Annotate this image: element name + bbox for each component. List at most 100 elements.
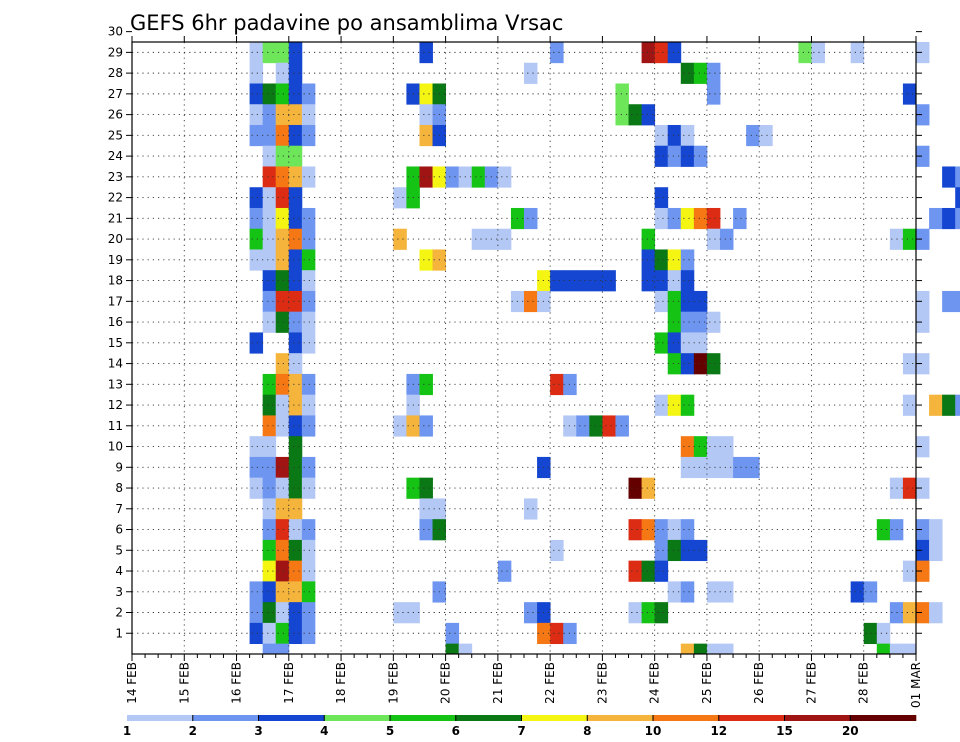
legend-swatch bbox=[455, 715, 522, 721]
x-tick-label: 27 FEB bbox=[805, 662, 819, 704]
heatmap-cell bbox=[275, 415, 290, 437]
heatmap-cell bbox=[654, 290, 669, 313]
heatmap-cell bbox=[249, 436, 264, 458]
heatmap-cell bbox=[693, 145, 708, 167]
heatmap-cell bbox=[275, 145, 290, 167]
heatmap-cell bbox=[693, 436, 708, 458]
heatmap-cell bbox=[275, 560, 290, 582]
heatmap-cell bbox=[524, 207, 538, 230]
y-tick-label: 9 bbox=[115, 460, 123, 474]
heatmap-cell bbox=[275, 228, 290, 250]
heatmap-cell bbox=[876, 519, 891, 541]
heatmap-cell bbox=[288, 477, 303, 499]
heatmap-cell bbox=[275, 498, 290, 520]
heatmap-cell bbox=[680, 207, 695, 230]
heatmap-cell bbox=[706, 83, 721, 105]
heatmap-cell bbox=[301, 622, 316, 645]
heatmap-cell bbox=[262, 145, 277, 167]
heatmap-cell bbox=[471, 228, 486, 250]
heatmap-cell bbox=[942, 290, 956, 313]
heatmap-cell bbox=[955, 290, 960, 313]
heatmap-cell bbox=[275, 602, 290, 624]
heatmap-cell bbox=[275, 187, 290, 209]
heatmap-cell bbox=[288, 83, 303, 105]
x-axis: 14 FEB 15 FEB 16 FEB 17 FEB 18 FEB 19 FEB 20 F… bbox=[125, 36, 923, 708]
heatmap-cell bbox=[249, 83, 264, 105]
heatmap-cell bbox=[275, 83, 290, 105]
heatmap-cell bbox=[876, 643, 891, 655]
heatmap-cell bbox=[667, 332, 682, 354]
heatmap-cell bbox=[275, 62, 290, 84]
heatmap-cell bbox=[680, 353, 695, 375]
heatmap-cell bbox=[288, 311, 303, 333]
heatmap-cell bbox=[902, 228, 917, 250]
x-tick-label: 16 FEB bbox=[230, 662, 244, 704]
heatmap-cell bbox=[275, 207, 290, 230]
y-tick-label: 19 bbox=[108, 253, 123, 267]
heatmap-cell bbox=[889, 643, 904, 655]
heatmap-cell bbox=[706, 456, 721, 479]
x-tick-label: 19 FEB bbox=[386, 662, 400, 704]
y-tick-label: 17 bbox=[108, 294, 123, 308]
heatmap-cell bbox=[615, 83, 629, 105]
heatmap-cell bbox=[288, 519, 303, 541]
y-tick-label: 23 bbox=[108, 170, 123, 184]
heatmap-cell bbox=[550, 42, 564, 64]
heatmap-cell bbox=[301, 560, 316, 582]
heatmap-cell bbox=[667, 42, 682, 64]
heatmap-cell bbox=[929, 539, 943, 562]
heatmap-cell bbox=[275, 643, 290, 655]
heatmap-cell bbox=[262, 249, 277, 271]
legend-tick-label: 6 bbox=[452, 724, 460, 738]
heatmap-cell bbox=[262, 622, 277, 645]
legend-swatch bbox=[850, 715, 917, 721]
heatmap-cell bbox=[654, 42, 669, 64]
heatmap-cell bbox=[680, 290, 695, 313]
heatmap-cell bbox=[641, 477, 656, 499]
heatmap-cell bbox=[288, 415, 303, 437]
heatmap-cell bbox=[902, 353, 917, 375]
heatmap-cell bbox=[706, 207, 721, 230]
heatmap-cell bbox=[301, 581, 316, 603]
y-tick-label: 8 bbox=[115, 481, 123, 495]
heatmap-cell bbox=[916, 539, 930, 562]
heatmap-cell bbox=[262, 539, 277, 562]
heatmap-cell bbox=[955, 166, 960, 188]
heatmap-cell bbox=[667, 581, 682, 603]
heatmap-cell bbox=[301, 207, 316, 230]
heatmap-cell bbox=[301, 394, 316, 416]
heatmap-cell bbox=[249, 187, 264, 209]
heatmap-cell bbox=[916, 519, 930, 541]
x-tick-label: 01 MAR bbox=[909, 662, 923, 708]
heatmap-cell bbox=[615, 104, 629, 126]
heatmap-cell bbox=[301, 519, 316, 541]
heatmap-cell bbox=[680, 436, 695, 458]
heatmap-cell bbox=[249, 456, 264, 479]
legend-swatch bbox=[390, 715, 457, 721]
heatmap-cell bbox=[916, 560, 930, 582]
y-tick-label: 2 bbox=[115, 606, 123, 620]
heatmap-cell bbox=[275, 290, 290, 313]
heatmap-cell bbox=[615, 415, 629, 437]
y-tick-label: 10 bbox=[108, 440, 123, 454]
heatmap-cell bbox=[955, 207, 960, 230]
heatmap-cell bbox=[275, 456, 290, 479]
heatmap-cell bbox=[301, 415, 316, 437]
heatmap-cell bbox=[641, 249, 656, 271]
heatmap-cell bbox=[916, 311, 930, 333]
heatmap-cell bbox=[916, 353, 930, 375]
heatmap-cell bbox=[641, 104, 656, 126]
heatmap-cell bbox=[288, 581, 303, 603]
heatmap-cell bbox=[733, 207, 747, 230]
y-tick-label: 14 bbox=[108, 357, 123, 371]
heatmap-cell bbox=[641, 560, 656, 582]
heatmap-cell bbox=[262, 42, 277, 64]
heatmap-cell bbox=[667, 290, 682, 313]
heatmap-cell bbox=[262, 311, 277, 333]
x-tick-label: 22 FEB bbox=[543, 662, 557, 704]
heatmap-cell bbox=[419, 249, 433, 271]
legend-tick-label: 20 bbox=[842, 724, 859, 738]
heatmap-cell bbox=[628, 602, 642, 624]
x-tick-label: 21 FEB bbox=[491, 662, 505, 704]
legend-tick-label: 1 bbox=[123, 724, 131, 738]
